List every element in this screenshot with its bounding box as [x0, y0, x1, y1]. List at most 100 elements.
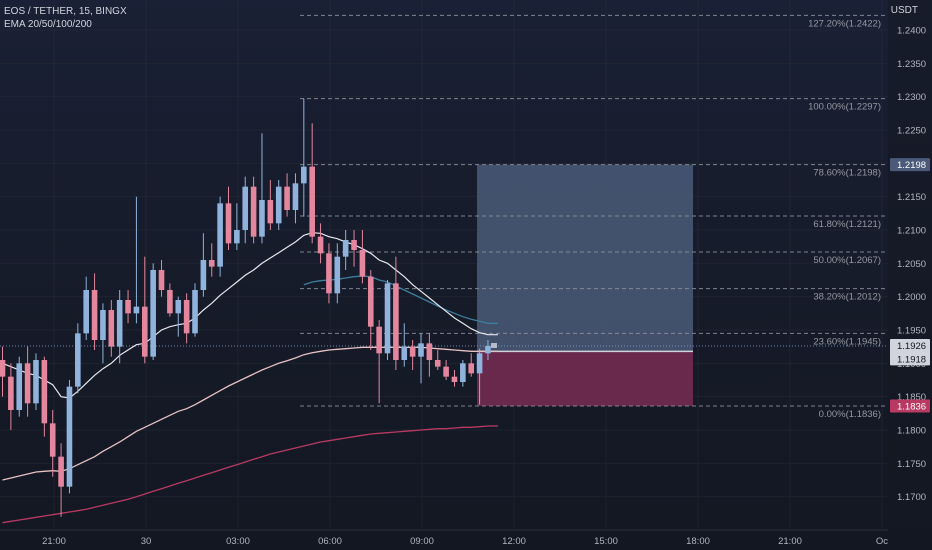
entry-price-badge-text: 1.1918 [897, 354, 926, 365]
ema50-line [303, 275, 498, 324]
fib-level-label: 50.00%(1.2067) [813, 255, 881, 266]
candle-body-down [451, 376, 458, 382]
candle-body-down [376, 326, 382, 354]
candle-body-down [91, 290, 98, 340]
stop-price-badge-text: 1.1836 [897, 402, 926, 413]
candle-body-down [317, 236, 324, 254]
price-tick-label: 1.2350 [897, 59, 926, 70]
fib-level-label: 127.20%(1.2422) [808, 18, 881, 29]
candle-body-down [24, 363, 31, 404]
candle-body-down [108, 310, 115, 347]
time-tick-label: 06:00 [318, 536, 342, 547]
candle-body-up [460, 363, 466, 382]
candle-body-down [49, 423, 56, 457]
candle-body-down [367, 276, 374, 327]
price-tick-label: 1.1800 [897, 426, 926, 437]
fib-level-label: 0.00%(1.1836) [819, 409, 881, 420]
fib-level-label: 100.00%(1.2297) [808, 102, 881, 113]
candle-body-up [116, 300, 123, 347]
indicator-legend[interactable]: EMA 20/50/100/200 [4, 19, 92, 30]
candle-body-up [342, 240, 349, 257]
price-tick-label: 1.2250 [897, 126, 926, 137]
candle-body-up [259, 200, 265, 237]
candle-body-up [133, 306, 140, 314]
price-tick-label: 1.2050 [897, 259, 926, 270]
profit-zone [477, 164, 693, 352]
price-tick-label: 1.2100 [897, 226, 926, 237]
candle-body-up [401, 346, 408, 360]
time-tick-label: 30 [141, 536, 152, 547]
candle-body-down [309, 166, 315, 237]
loss-zone [477, 351, 693, 406]
candle-body-up [476, 353, 483, 374]
candle-body-up [16, 363, 23, 410]
candle-body-up [242, 186, 249, 230]
candle-body-down [284, 186, 290, 210]
fib-level-label: 23.60%(1.1945) [813, 336, 881, 347]
candle-body-down [183, 300, 190, 334]
candle-body-down [267, 200, 274, 224]
candle-body-up [485, 346, 491, 354]
price-tick-label: 1.2000 [897, 292, 926, 303]
candle-body-down [141, 306, 148, 357]
candle-body-down [250, 186, 257, 237]
time-tick-label: 18:00 [686, 536, 710, 547]
chart-header: EOS / TETHER, 15, BINGX EMA 20/50/100/20… [4, 5, 127, 31]
time-tick-label: 03:00 [226, 536, 250, 547]
candle-body-down [359, 250, 366, 277]
candle-body-up [192, 290, 198, 334]
entry-price-badge [890, 352, 930, 366]
candle-body-down [158, 270, 165, 290]
candle-body-down [0, 360, 6, 377]
position-handle [490, 343, 497, 348]
candle-body-up [100, 310, 106, 340]
fib-level-label: 78.60%(1.2198) [813, 168, 881, 179]
candle-body-up [334, 256, 341, 294]
price-tick-label: 1.1700 [897, 492, 926, 503]
candle-body-down [58, 456, 64, 487]
candle-body-down [208, 260, 215, 267]
candle-body-up [75, 333, 81, 387]
candle-body-up [217, 203, 223, 267]
candle-body-down [125, 300, 131, 314]
candle-body-up [384, 283, 391, 354]
currency-label: USDT [890, 5, 918, 16]
candle-body-up [150, 270, 156, 357]
candle-body-up [275, 186, 282, 224]
target-price-badge-text: 1.2198 [897, 160, 926, 171]
candle-body-up [83, 290, 89, 334]
price-tick-label: 1.1950 [897, 326, 926, 337]
candle-body-down [443, 366, 449, 377]
current-price-badge-text: 1.1926 [897, 341, 926, 352]
symbol-title[interactable]: EOS / TETHER, 15, BINGX [4, 6, 127, 17]
candle-body-down [225, 203, 232, 244]
candle-body-down [468, 363, 475, 374]
candle-body-up [292, 183, 299, 210]
ema200-line [2, 425, 498, 524]
candle-body-down [351, 240, 357, 250]
candle-body-up [175, 300, 182, 314]
fib-level-label: 61.80%(1.2121) [813, 219, 881, 230]
candle-body-down [434, 360, 441, 367]
candle-body-up [234, 230, 240, 244]
price-tick-label: 1.1850 [897, 392, 926, 403]
candle-body-down [409, 346, 416, 357]
candle-body-down [8, 376, 14, 410]
candle-body-up [200, 260, 207, 290]
time-tick-label: 21:00 [778, 536, 802, 547]
time-tick-label: 15:00 [594, 536, 618, 547]
candle-body-down [393, 283, 399, 360]
candle-body-down [41, 360, 48, 424]
candle-body-up [33, 360, 39, 404]
ema20-line [2, 232, 498, 399]
candle-body-up [418, 343, 424, 357]
stop-price-badge [890, 399, 930, 413]
candle-body-down [167, 290, 173, 314]
target-price-badge [890, 158, 930, 172]
candle-body-down [426, 343, 433, 360]
candle-body-up [66, 386, 73, 487]
time-tick-label: 09:00 [410, 536, 434, 547]
candle-body-up [301, 166, 307, 184]
